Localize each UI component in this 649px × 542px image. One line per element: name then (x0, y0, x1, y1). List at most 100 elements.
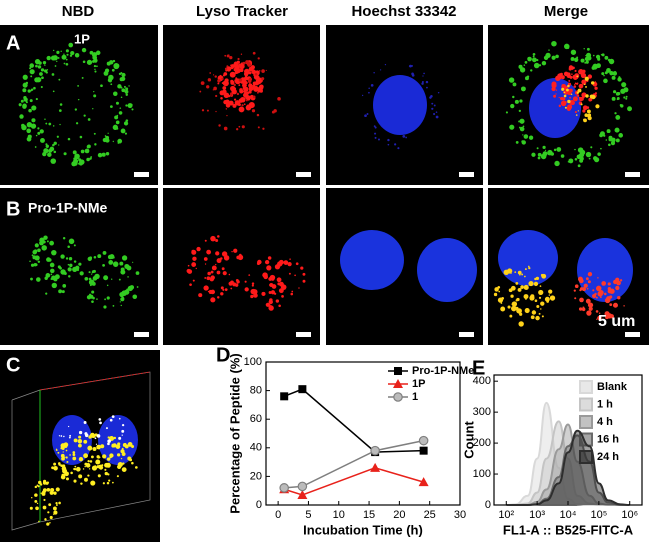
dot (45, 292, 48, 295)
legend-marker (393, 392, 403, 402)
dot (58, 289, 63, 294)
dot (79, 271, 84, 276)
dot (64, 444, 68, 448)
dot (411, 64, 413, 67)
data-point (298, 385, 307, 394)
dot (585, 151, 592, 158)
dot (48, 258, 52, 262)
scale-bar (134, 172, 149, 177)
dot (222, 271, 227, 276)
dot (264, 259, 270, 265)
dot (616, 97, 620, 100)
dot (219, 74, 222, 77)
dot (268, 299, 273, 305)
dot (45, 273, 51, 278)
x-tick-label: 10³ (529, 509, 545, 521)
dot (46, 69, 49, 71)
dot (596, 63, 601, 69)
dot (507, 268, 513, 274)
dot (192, 256, 197, 261)
dot (120, 297, 125, 302)
dot (136, 286, 139, 288)
dot (540, 308, 542, 310)
dot (607, 311, 609, 314)
dot (236, 92, 240, 96)
dot (57, 56, 60, 59)
dot (115, 120, 120, 125)
dot (121, 452, 126, 456)
dot (522, 125, 525, 128)
dot (612, 90, 617, 94)
dot (243, 103, 246, 106)
dot (220, 286, 224, 290)
dot (252, 51, 256, 55)
dot (257, 57, 260, 60)
dot (603, 78, 608, 84)
dot (262, 272, 268, 278)
dot (518, 120, 520, 123)
data-point (418, 435, 429, 446)
dot (230, 80, 235, 85)
dot (112, 124, 119, 131)
dot (254, 81, 260, 86)
nucleus (52, 415, 92, 465)
dot (123, 121, 129, 126)
dot (44, 518, 47, 521)
dot (233, 248, 238, 253)
panel-label: D (216, 344, 230, 366)
dot (192, 279, 195, 282)
dot (553, 94, 557, 98)
dot (109, 435, 115, 442)
dot (121, 434, 123, 436)
dot (302, 279, 306, 283)
dot (368, 91, 370, 94)
dot (601, 53, 605, 57)
dot (567, 104, 573, 110)
dot (234, 283, 239, 287)
dot (31, 118, 36, 123)
dot (107, 442, 110, 446)
dot (249, 83, 251, 85)
dot (220, 292, 224, 296)
dot (83, 453, 89, 459)
dot (579, 297, 584, 303)
dot (74, 52, 80, 58)
dot (199, 90, 202, 93)
dot (112, 256, 115, 259)
dot (431, 102, 434, 105)
dot (221, 267, 225, 271)
dot (253, 293, 258, 298)
dot (523, 64, 526, 66)
dot (92, 275, 98, 281)
dot (38, 520, 40, 523)
dot (544, 296, 550, 302)
dot (578, 83, 584, 89)
dot (68, 436, 71, 439)
dot (120, 96, 123, 99)
dot (598, 312, 601, 314)
dot (597, 277, 599, 279)
dot (104, 68, 110, 73)
dot (79, 135, 83, 139)
dot (265, 69, 267, 72)
dot (106, 457, 111, 461)
dot (295, 262, 299, 266)
dot (69, 54, 73, 57)
x-tick-label: 10² (498, 509, 514, 521)
dot (615, 285, 620, 291)
dot (52, 125, 55, 127)
dot (46, 522, 50, 526)
dot (573, 85, 577, 88)
dot (544, 149, 547, 152)
dot (90, 455, 94, 459)
dot (81, 47, 87, 53)
dot (556, 147, 562, 152)
dot (585, 52, 592, 58)
dot (247, 79, 252, 84)
dot (201, 109, 205, 112)
dot (39, 129, 44, 134)
dot (266, 265, 272, 271)
dot (248, 71, 252, 75)
scale-bar (459, 172, 474, 177)
dot (594, 86, 598, 90)
